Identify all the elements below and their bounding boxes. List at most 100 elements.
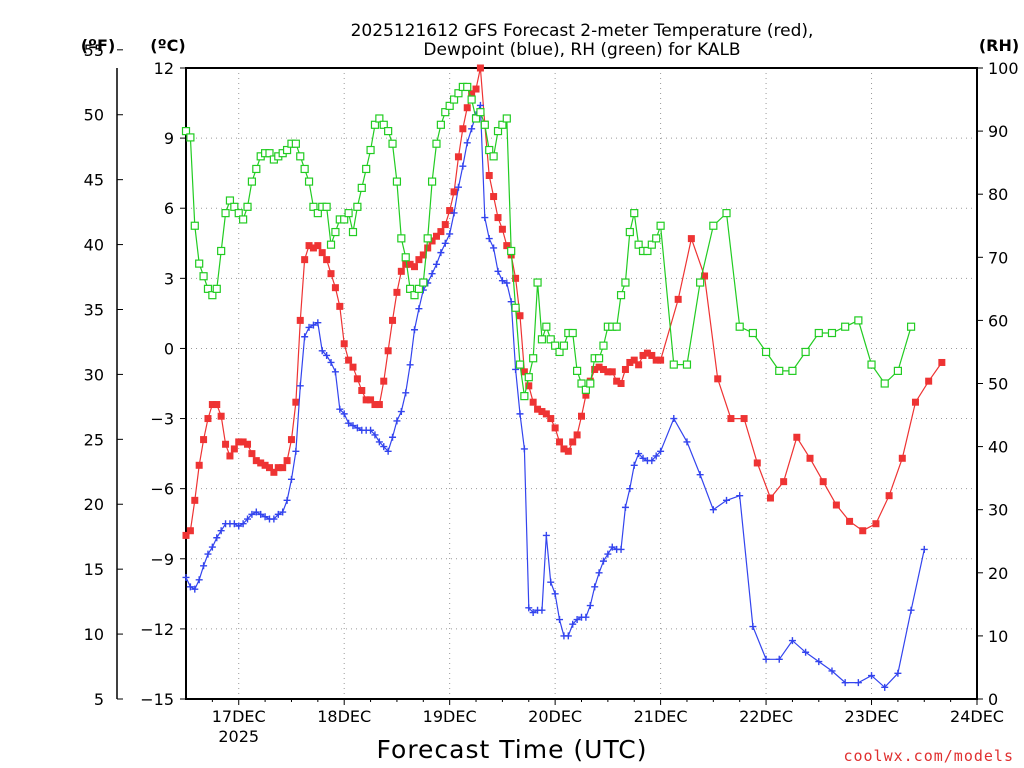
dewpoint-c-markers (182, 101, 928, 691)
dewpoint-c-point (749, 623, 757, 631)
rh-tick-label: 30 (988, 501, 1008, 520)
dewpoint-c-point (498, 277, 506, 285)
rh-point (735, 322, 744, 331)
rh-point (212, 284, 221, 293)
temperature-c-point (766, 494, 774, 502)
rh-point (357, 183, 366, 192)
temperature-c-point (657, 356, 665, 364)
fahrenheit-tick-label: 15 (84, 560, 104, 579)
chart-title-line2: Dewpoint (blue), RH (green) for KALB (423, 40, 740, 60)
temperature-c-point (252, 457, 260, 465)
temperature-c-point (687, 235, 695, 243)
source-credit: coolwx.com/models (843, 747, 1014, 765)
temperature-c-point (490, 193, 498, 201)
temperature-c-point (305, 242, 313, 250)
fahrenheit-unit-label: (ºF) (81, 36, 116, 55)
temperature-c-point (652, 356, 660, 364)
dewpoint-c-point (683, 438, 691, 446)
dewpoint-c-point (406, 361, 414, 369)
rh-point (449, 95, 459, 104)
temperature-c-point (415, 256, 423, 264)
temperature-c-point (437, 228, 445, 236)
rh-point (542, 322, 551, 331)
temperature-c-point (432, 232, 440, 240)
dewpoint-c-point (828, 667, 836, 675)
temperature-c-point (819, 478, 827, 486)
temperature-c-point (450, 188, 458, 196)
dewpoint-c-point (353, 424, 361, 432)
temperature-c-point (578, 412, 585, 420)
dewpoint-c-point (494, 267, 502, 275)
dewpoint-c-point (547, 578, 555, 586)
rh-point (199, 272, 208, 281)
dewpoint-c-point (375, 438, 383, 446)
rh-point (304, 177, 314, 186)
dewpoint-c-point (371, 431, 379, 439)
dewpoint-c-point (274, 510, 282, 518)
fahrenheit-tick-label: 50 (84, 106, 104, 125)
temperature-c-point (727, 415, 735, 423)
fahrenheit-tick-label: 25 (84, 430, 104, 449)
temperature-c-markers (182, 64, 946, 539)
dewpoint-c-point (485, 235, 493, 243)
rh-point (555, 347, 564, 357)
temperature-c-point (244, 440, 252, 448)
rh-point (696, 278, 705, 287)
rh-point (559, 341, 569, 350)
dewpoint-c-point (652, 452, 660, 460)
temperature-c-point (564, 447, 572, 455)
temperature-c-point (270, 468, 278, 476)
dewpoint-c-point (459, 162, 467, 170)
rh-point (432, 139, 441, 148)
rh-point (300, 164, 309, 174)
rh-point (612, 322, 621, 331)
temperature-c-point (806, 454, 814, 462)
temperature-c-point (925, 377, 933, 385)
rh-point (652, 234, 661, 243)
dewpoint-c-point (336, 405, 344, 413)
temperature-c-point (512, 274, 520, 282)
celsius-tick-label: −6 (150, 480, 174, 499)
rh-point (239, 215, 248, 224)
temperature-c-point (397, 267, 405, 275)
temperature-c-point (327, 270, 335, 278)
rh-point (186, 133, 195, 142)
temperature-c-point (200, 436, 208, 444)
x-tick-label: 18DEC (317, 707, 371, 726)
dewpoint-c-point (775, 655, 783, 663)
temperature-c-point (314, 242, 322, 250)
celsius-tick-label: 12 (154, 59, 174, 78)
temperature-c-point (498, 225, 506, 233)
dewpoint-c-point (393, 417, 401, 425)
celsius-tick-label: −12 (140, 620, 174, 639)
rh-tick-label: 40 (988, 438, 1008, 457)
temperature-c-point (534, 405, 542, 413)
temperature-c-point (639, 351, 647, 359)
temperature-c-point (419, 251, 427, 259)
temperature-c-point (393, 288, 401, 296)
temperature-c-point (635, 361, 643, 369)
dewpoint-c-point (788, 637, 796, 645)
temperature-c-point (621, 365, 629, 373)
dewpoint-c-point (595, 569, 603, 577)
temperature-c-point (371, 401, 379, 409)
dewpoint-c-point (503, 279, 511, 287)
rh-point (515, 360, 525, 369)
rh-point (485, 145, 494, 155)
temperature-c-point (309, 244, 317, 252)
dewpoint-c-point (582, 613, 590, 621)
temperature-c-point (454, 153, 462, 161)
temperature-c-point (191, 496, 199, 504)
rh-point (893, 366, 903, 375)
dewpoint-c-point (305, 323, 313, 331)
dewpoint-c-point (454, 183, 462, 191)
temperature-c-point (362, 396, 370, 404)
rh-point (867, 360, 876, 369)
dewpoint-c-point (200, 562, 208, 570)
rh-point (529, 354, 538, 363)
dewpoint-c-point (920, 545, 928, 553)
rh-point (344, 209, 353, 218)
temperature-c-point (446, 207, 454, 215)
temperature-c-point (608, 368, 616, 376)
temperature-c-point (411, 263, 419, 271)
